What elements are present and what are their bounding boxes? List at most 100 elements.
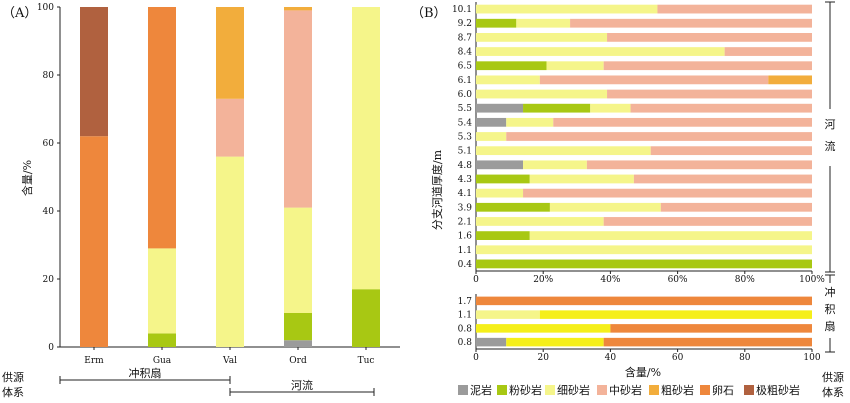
bar-segment xyxy=(590,103,631,113)
y-tick-label: 1.1 xyxy=(458,246,472,256)
bar-segment xyxy=(724,47,812,56)
bar-segment xyxy=(80,7,108,137)
group-label-alluvial-fan: 扇 xyxy=(825,319,836,333)
bar-segment xyxy=(148,333,176,347)
legend-label: 粗砂岩 xyxy=(661,383,694,397)
bar-segment xyxy=(633,174,812,184)
group-label-river: 流 xyxy=(825,139,836,153)
bar-segment xyxy=(539,75,769,85)
bar-segment xyxy=(216,156,244,347)
bar-segment xyxy=(476,132,507,141)
bar-segment xyxy=(549,202,661,212)
legend-swatch xyxy=(597,385,607,395)
bar-segment xyxy=(523,188,812,198)
bar-segment xyxy=(603,61,812,71)
bar-segment xyxy=(216,98,244,157)
y-tick-label: 2.1 xyxy=(458,217,472,227)
y-tick-label: 5.3 xyxy=(458,133,473,143)
x-tick-label: Erm xyxy=(84,356,104,366)
bar-segment xyxy=(148,7,176,249)
bar-segment xyxy=(476,296,812,306)
bar-segment xyxy=(607,89,812,99)
panel-a-ylabel: 含量/% xyxy=(20,160,34,196)
panel-a: （A） 0 20 40 60 80 100 Erm Gua Val Ord Tuc 含量/% 供源体… xyxy=(2,3,400,399)
bar-segment xyxy=(284,7,312,11)
x-tick-label: 40% xyxy=(600,275,620,285)
x-tick-label: 60% xyxy=(668,275,688,285)
panel-b: （B） 10.1 9.2 8.7 8.4 6.5 6.1 6.0 5.5 5.4 5.3 5.1 4.… xyxy=(411,1,836,379)
bar-segment xyxy=(216,7,244,99)
legend-swatch xyxy=(545,385,555,395)
bar-segment xyxy=(476,160,524,170)
x-tick-label: 80 xyxy=(739,353,751,363)
bar-segment xyxy=(476,61,547,71)
bar-segment xyxy=(586,160,812,170)
bar-segment xyxy=(570,18,812,28)
x-tick-label: 80% xyxy=(735,275,755,285)
y-tick-label: 0.8 xyxy=(458,324,473,334)
bar-segment xyxy=(506,117,554,127)
bar-segment xyxy=(610,324,812,333)
legend-label: 粉砂岩 xyxy=(509,383,542,397)
y-tick-label: 4.3 xyxy=(458,175,473,185)
bar-segment xyxy=(603,217,812,226)
y-tick-label: 20 xyxy=(43,275,55,285)
bar-segment xyxy=(284,207,312,313)
bar-segment xyxy=(476,231,530,240)
bar-segment xyxy=(476,324,611,333)
legend-swatch xyxy=(458,385,468,395)
panel-b-label: （B） xyxy=(411,6,447,21)
x-tick-label: 20 xyxy=(537,353,549,363)
y-tick-label: 1.7 xyxy=(458,297,473,307)
legend-label: 极粗砂岩 xyxy=(756,383,800,397)
bar-segment xyxy=(284,313,312,341)
bar-segment xyxy=(516,18,571,28)
bar-segment xyxy=(476,33,608,42)
group-label-river: 河 xyxy=(825,118,836,131)
y-tick-label: 10.1 xyxy=(452,5,472,15)
panel-a-label: （A） xyxy=(2,6,37,21)
legend-label: 泥岩 xyxy=(470,383,492,397)
panel-b-ylabel: 分支河道厚度/m xyxy=(430,149,444,230)
panel-b-xlabel: 含量/% xyxy=(625,365,661,379)
bar-segment xyxy=(523,160,587,170)
bar-segment xyxy=(148,248,176,334)
bar-segment xyxy=(630,103,812,113)
y-tick-label: 1.6 xyxy=(458,232,473,242)
y-tick-label: 6.1 xyxy=(458,76,472,86)
y-tick-label: 8.7 xyxy=(458,33,473,43)
bar-segment xyxy=(80,136,108,347)
legend-swatch xyxy=(744,385,754,395)
bar-segment xyxy=(476,188,524,198)
x-tick-label: 60 xyxy=(672,353,684,363)
bar-segment xyxy=(476,202,550,212)
bar-segment xyxy=(768,75,812,85)
bar-segment xyxy=(476,4,658,14)
bar-segment xyxy=(476,217,604,226)
group-label-river: 河流 xyxy=(291,378,313,392)
bar-segment xyxy=(284,340,312,347)
bar-segment xyxy=(476,259,812,269)
y-tick-label: 60 xyxy=(43,139,55,149)
panel-a-plot: 0 20 40 60 80 100 Erm Gua Val Ord Tuc xyxy=(37,3,400,366)
legend-label: 中砂岩 xyxy=(609,383,642,397)
y-tick-label: 80 xyxy=(43,71,55,81)
bar-segment xyxy=(657,4,812,14)
group-label-alluvial-fan: 积 xyxy=(825,303,836,316)
x-tick-label: Gua xyxy=(153,356,172,366)
x-tick-label: Tuc xyxy=(358,356,375,366)
bar-segment xyxy=(476,174,530,184)
y-tick-label: 40 xyxy=(43,207,55,217)
legend-swatch xyxy=(649,385,659,395)
x-tick-label: 100% xyxy=(799,275,825,285)
bar-segment xyxy=(352,7,380,290)
bar-segment xyxy=(476,75,540,85)
bar-segment xyxy=(529,174,634,184)
group-label-alluvial-fan: 冲积扇 xyxy=(129,366,162,380)
bar-segment xyxy=(546,61,604,71)
bar-segment xyxy=(607,33,812,42)
bar-segment xyxy=(476,103,524,113)
y-tick-label: 5.1 xyxy=(458,147,472,157)
legend-swatch xyxy=(497,385,507,395)
bar-segment xyxy=(476,310,540,319)
